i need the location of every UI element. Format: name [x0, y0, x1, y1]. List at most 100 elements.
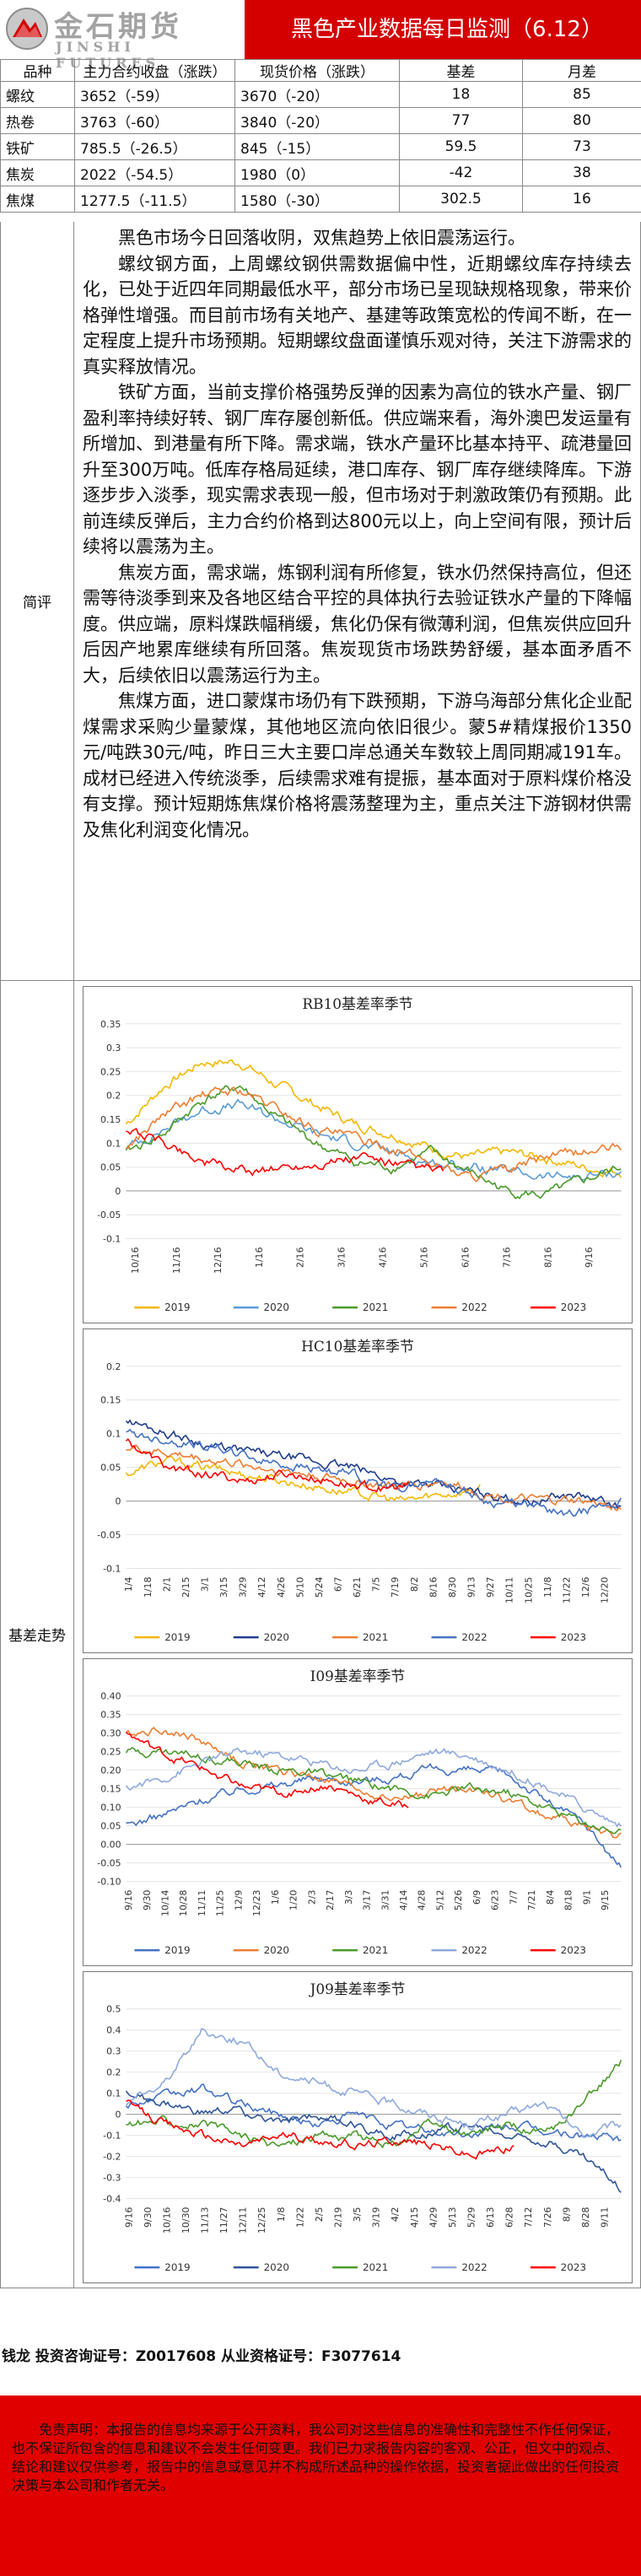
y-tick-label: -0.3	[103, 2173, 121, 2184]
x-tick-label: 4/2	[390, 2207, 401, 2222]
y-tick-label: 0.15	[100, 1395, 121, 1406]
y-tick-label: -0.4	[103, 2194, 121, 2205]
x-tick-label: 9/1	[581, 1889, 592, 1905]
y-tick-label: 0.15	[100, 1784, 121, 1795]
futures-close: 3652（-59）	[74, 81, 235, 108]
series-line-2022	[126, 1428, 622, 1517]
series-line-2021	[126, 1443, 622, 1512]
x-tick-label: 9/16	[123, 1889, 134, 1910]
series-line-2019	[126, 1762, 622, 1868]
x-tick-label: 8/4	[545, 1889, 556, 1905]
x-tick-label: 5/16	[419, 1247, 430, 1268]
x-tick-label: 3/19	[371, 2207, 382, 2228]
x-tick-label: 4/15	[409, 2207, 420, 2228]
y-tick-label: 0.25	[100, 1066, 121, 1077]
y-tick-label: 0.40	[100, 1691, 121, 1702]
series-line-2021	[126, 2059, 622, 2149]
legend-label: 2022	[461, 1631, 487, 1643]
month-spread: 85	[522, 81, 641, 108]
x-tick-label: 1/4	[123, 1576, 134, 1592]
x-tick-label: 11/11	[197, 1889, 207, 1916]
x-tick-label: 6/13	[485, 2207, 496, 2228]
x-tick-label: 5/24	[314, 1576, 325, 1598]
y-tick-label: 0.20	[100, 1765, 121, 1776]
x-tick-label: 7/5	[371, 1576, 382, 1592]
logo-chinese-name: 金石期货	[54, 10, 182, 44]
price-table: 品种 主力合约收盘（涨跌） 现货价格（涨跌） 基差 月差 螺纹 3652（-59…	[0, 59, 641, 213]
y-tick-label: -0.05	[97, 1210, 121, 1221]
disclaimer: 免责声明：本报告的信息均来源于公开资料，我公司对这些信息的准确性和完整性不作任何…	[0, 2395, 641, 2576]
x-tick-label: 9/30	[142, 1889, 153, 1910]
x-tick-label: 11/8	[542, 1576, 553, 1598]
series-line-2020	[125, 1098, 622, 1181]
x-tick-label: 6/7	[333, 1576, 344, 1592]
x-tick-label: 12/25	[256, 2207, 267, 2234]
hc10-basis-chart: HC10基差率季节 0.2 0.15 0.1 0.05 0 -0.05 -0.11/4 1/18…	[83, 1328, 633, 1653]
x-tick-label: 8/30	[447, 1576, 458, 1598]
spot-price: 3840（-20）	[234, 107, 400, 134]
x-tick-label: 11/27	[218, 2207, 229, 2234]
table-row: 热卷 3763（-60） 3840（-20） 77 80	[0, 107, 641, 134]
commentary-paragraph: 焦煤方面，进口蒙煤市场仍有下跌预期，下游乌海部分焦化企业配煤需求采购少量蒙煤，其…	[83, 691, 632, 840]
series-line-2019	[125, 2083, 622, 2142]
x-tick-label: 9/11	[600, 2207, 611, 2228]
series-line-2019	[125, 1059, 622, 1178]
x-tick-label: 6/16	[460, 1247, 471, 1268]
y-tick-label: 0.3	[106, 1043, 121, 1054]
x-tick-label: 10/16	[161, 2207, 172, 2234]
x-tick-label: 12/11	[238, 2207, 249, 2234]
x-tick-label: 12/6	[580, 1576, 591, 1598]
y-tick-label: 0.05	[100, 1463, 121, 1474]
x-tick-label: 2/15	[180, 1576, 191, 1598]
futures-close: 3763（-60）	[74, 107, 235, 134]
legend-label: 2022	[461, 1301, 487, 1313]
x-tick-label: 4/14	[398, 1889, 409, 1910]
x-tick-label: 3/16	[337, 1247, 347, 1268]
series-line-2020	[125, 2090, 622, 2193]
legend-label: 2019	[164, 2261, 190, 2273]
product-name: 焦炭	[0, 159, 75, 186]
x-tick-label: 3/3	[343, 1889, 354, 1905]
x-tick-label: 6/21	[352, 1576, 363, 1598]
x-tick-label: 5/10	[294, 1576, 305, 1598]
x-tick-label: 9/15	[600, 1889, 611, 1910]
legend-label: 2021	[363, 1944, 388, 1956]
x-tick-label: 9/30	[143, 2207, 154, 2228]
x-tick-label: 9/27	[485, 1576, 496, 1598]
x-tick-label: 11/22	[561, 1576, 572, 1603]
y-tick-label: 0	[116, 2110, 121, 2121]
series-line-2022	[125, 1747, 622, 1828]
legend-label: 2023	[561, 1944, 586, 1956]
report-title: 黑色产业数据每日监测（6.12）	[291, 17, 603, 42]
series-line-2020	[125, 1727, 622, 1839]
y-tick-label: 0.1	[106, 1429, 121, 1440]
y-tick-label: 0.30	[100, 1728, 121, 1739]
x-tick-label: 3/15	[218, 1576, 229, 1598]
table-row: 螺纹 3652（-59） 3670（-20） 18 85	[0, 81, 641, 108]
y-tick-label: -0.2	[103, 2152, 121, 2163]
x-tick-label: 6/9	[471, 1889, 482, 1905]
table-row: 焦炭 2022（-54.5） 1980（0） -42 38	[0, 159, 641, 186]
x-tick-label: 11/25	[215, 1889, 226, 1916]
basis-value: 18	[399, 81, 523, 108]
x-tick-label: 8/16	[542, 1247, 553, 1268]
x-tick-label: 12/16	[213, 1247, 224, 1274]
x-tick-label: 7/7	[508, 1889, 519, 1905]
series-line-2022	[126, 1086, 622, 1183]
x-tick-label: 8/18	[563, 1889, 574, 1910]
y-tick-label: -0.1	[103, 2131, 121, 2142]
spot-price: 1580（-30）	[234, 186, 400, 213]
series-line-2019	[125, 1455, 481, 1502]
y-tick-label: -0.05	[97, 1858, 121, 1869]
report-header: 金石期货 JINSHI FUTURES 黑色产业数据每日监测（6.12）	[0, 0, 641, 71]
x-tick-label: 12/23	[251, 1889, 262, 1916]
j09-chart-title: J09基差率季节	[309, 1981, 406, 1997]
legend-label: 2019	[164, 1631, 190, 1643]
commentary-paragraph: 黑色市场今日回落收阴，双焦趋势上依旧震荡运行。	[118, 228, 525, 248]
column-header: 基差	[399, 59, 523, 82]
series-line-2023	[125, 1732, 409, 1808]
x-tick-label: 7/19	[390, 1576, 401, 1598]
legend-label: 2019	[164, 1944, 190, 1956]
legend-label: 2021	[363, 1301, 388, 1313]
x-tick-label: 1/22	[294, 2207, 305, 2228]
